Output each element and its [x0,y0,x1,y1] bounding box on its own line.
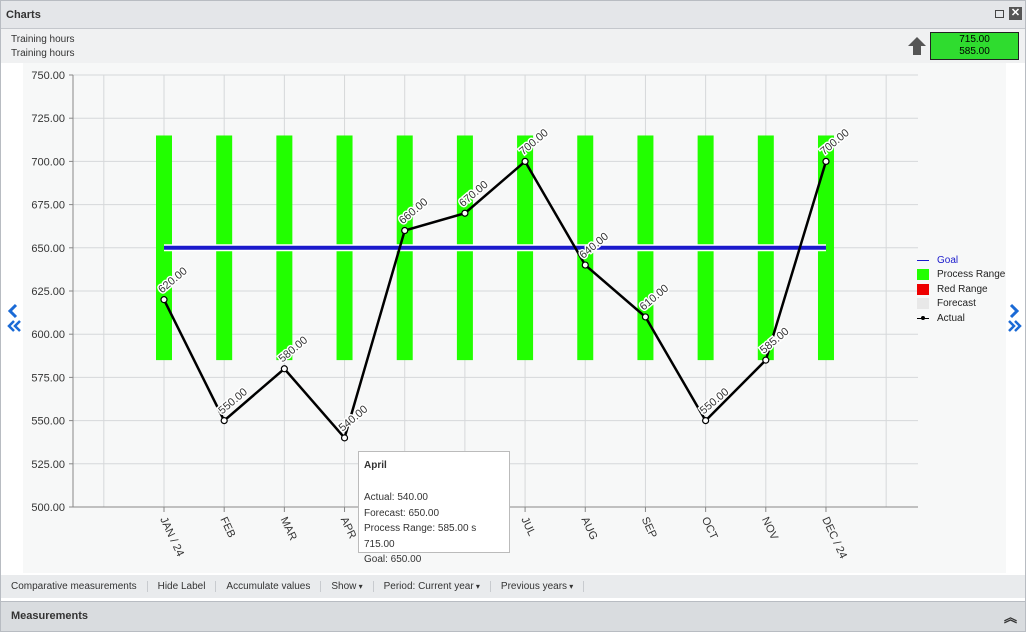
toolbar: Comparative measurements Hide Label Accumu… [1,575,1025,598]
legend-label: Actual [937,312,965,324]
chart-background [23,63,1006,573]
chart: 500.00 525.00 550.00 575.00 600.00 625.00 650.… [31,70,918,561]
y-tick-label: 500.00 [31,502,65,514]
legend-item: Forecast [917,297,1005,312]
y-tick-label: 725.00 [31,113,65,125]
tooltip-line: Process Range: 585.00 s 715.00 [364,523,477,550]
badge-high: 715.00 [959,34,990,45]
tooltip-body: Actual: 540.00 Forecast: 650.00 Process Ra… [364,490,504,568]
point-marker [220,417,228,425]
legend-label: Red Range [937,283,988,295]
toolbar-button[interactable]: Period: Current year [374,581,491,592]
swatch-line [917,259,929,262]
y-tick-label: 575.00 [31,372,65,384]
x-tick-label: SEP [639,515,659,540]
nav-left[interactable] [5,303,23,335]
tooltip-line: Forecast: 650.00 [364,507,440,519]
toolbar-button[interactable]: Comparative measurements [1,581,148,592]
close-button[interactable]: ✕ [1009,7,1022,20]
range-badge: 715.00 585.00 [930,32,1019,60]
toolbar-button[interactable]: Accumulate values [216,581,322,592]
chart-header: Training hours Training hours [1,29,1025,63]
legend-item: Goal [917,253,1005,268]
tooltip-line: Actual: 540.00 [364,492,428,503]
point-marker [280,365,288,373]
x-tick-label: APR [338,515,358,541]
legend-item: Process Range [917,268,1005,283]
point-marker [581,261,589,269]
x-tick-label: AUG [579,515,600,542]
point-marker [401,226,409,235]
swatch-dot [921,315,925,320]
badge-low: 585.00 [959,46,990,57]
x-tick-label: JUL [518,515,537,538]
tooltip-line: Goal: 650.00 [364,554,422,565]
title-bar: Charts ✕ [1,1,1025,29]
point-marker [461,209,469,217]
legend-swatch [917,298,929,310]
y-tick-label: 600.00 [31,329,65,341]
panel-title: Measurements [11,610,89,622]
legend-item: Red Range [917,282,1005,297]
nav-right[interactable] [1006,303,1024,335]
collapse-icon[interactable]: ︽ [1004,610,1018,625]
legend-item: Actual [917,311,1005,326]
series-line [162,159,828,441]
tooltip-title: April [364,460,387,471]
maximize-button[interactable] [995,10,1004,18]
legend-label: Goal [937,254,959,266]
x-tick-label: FEB [217,515,237,539]
trend-arrow [908,37,926,55]
header-line: Training hours [11,34,75,45]
toolbar-button[interactable]: Hide Label [148,581,217,592]
point-marker [641,313,650,321]
point-marker [762,356,770,364]
y-tick-label: 625.00 [31,286,65,298]
legend-label: Process Range [937,269,1006,281]
y-tick-label: 650.00 [31,243,65,255]
point-marker [521,157,529,165]
tooltip: April Actual: 540.00 Forecast: 650.00 Proc… [358,451,510,565]
legend-swatch [917,255,929,266]
legend: Goal Process Range Red Range Forecast Actual [917,253,1005,326]
legend-swatch [917,269,929,281]
y-tick-label: 675.00 [31,200,65,212]
y-tick-label: 550.00 [31,416,65,428]
x-tick-label: MAR [278,515,299,542]
point-marker [340,434,349,442]
measurements-panel[interactable]: Measurements ︽ [1,601,1025,631]
y-tick-label: 525.00 [31,459,65,471]
y-tick-label: 750.00 [31,70,65,82]
toolbar-button[interactable]: Show [321,581,374,592]
point-marker [822,157,830,165]
legend-swatch [917,283,929,295]
x-tick-label: DEC / 24 [819,515,849,561]
point-marker [702,417,710,425]
legend-swatch [917,313,929,324]
x-tick-label: OCT [699,515,720,541]
header-line: Training hours [11,48,75,59]
window-title: Charts [6,9,41,21]
x-tick-label: NOV [759,515,780,542]
x-tick-label: JAN / 24 [157,515,186,558]
y-tick-label: 700.00 [31,156,65,168]
legend-label: Forecast [937,298,976,310]
toolbar-button[interactable]: Previous years [491,581,585,592]
point-marker [160,296,168,304]
